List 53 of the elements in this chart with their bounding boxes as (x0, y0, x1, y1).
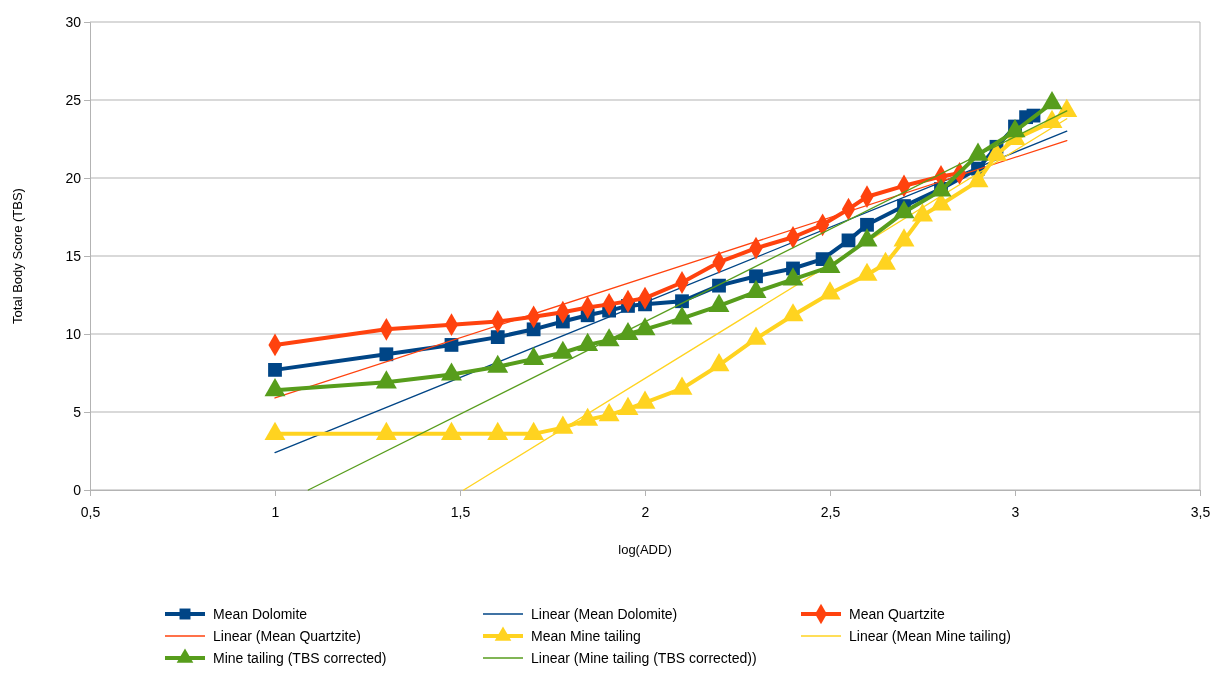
y-tick-label: 25 (65, 91, 82, 108)
point (487, 421, 509, 440)
legend-label: Linear (Mean Mine tailing) (849, 627, 1011, 644)
x-tick-label: 2 (641, 504, 650, 521)
legend-label: Linear (Mean Dolomite) (531, 605, 678, 622)
x-tick-label: 3 (1011, 504, 1020, 521)
y-tick-label: 10 (65, 325, 82, 342)
x-tick-label: 1 (271, 504, 280, 521)
point (552, 415, 574, 434)
point (487, 354, 509, 373)
point (441, 362, 462, 381)
point (264, 378, 286, 397)
point (671, 306, 693, 325)
point (598, 403, 620, 422)
y-tick-label: 0 (73, 481, 82, 498)
x-axis-title: log(ADD) (618, 542, 672, 557)
point (617, 321, 639, 341)
point (441, 421, 462, 440)
y-tick-label: 5 (73, 403, 82, 420)
y-tick-label: 30 (65, 13, 82, 30)
point (782, 303, 804, 322)
y-tick-label: 20 (65, 169, 82, 186)
point (749, 269, 763, 284)
point (634, 390, 656, 409)
legend-label: Mean Dolomite (213, 605, 308, 622)
point (634, 317, 656, 336)
point (577, 332, 599, 351)
y-tick-label: 15 (65, 247, 82, 264)
point (552, 340, 574, 359)
legend-label: Linear (Mean Quartzite) (213, 627, 361, 644)
x-tick-label: 2,5 (820, 504, 841, 521)
point (782, 267, 804, 286)
point (671, 376, 693, 395)
point (523, 346, 545, 366)
x-tick-label: 1,5 (450, 504, 471, 521)
point (375, 421, 397, 440)
point (268, 362, 282, 377)
point (860, 217, 874, 232)
x-tick-label: 3,5 (1190, 504, 1211, 521)
legend-label: Mean Mine tailing (531, 627, 641, 644)
point (375, 370, 397, 389)
point (745, 326, 767, 345)
point (819, 281, 841, 300)
y-axis-title: Total Body Score (TBS) (10, 188, 25, 324)
legend-label: Mine tailing (TBS corrected) (213, 649, 387, 666)
legend-label: Linear (Mine tailing (TBS corrected)) (531, 649, 757, 666)
legend-label: Mean Quartzite (849, 605, 945, 622)
x-tick-label: 0,5 (80, 504, 101, 521)
point (523, 421, 545, 440)
point (617, 396, 639, 415)
point (577, 407, 599, 426)
point (264, 421, 286, 440)
point (708, 353, 730, 372)
